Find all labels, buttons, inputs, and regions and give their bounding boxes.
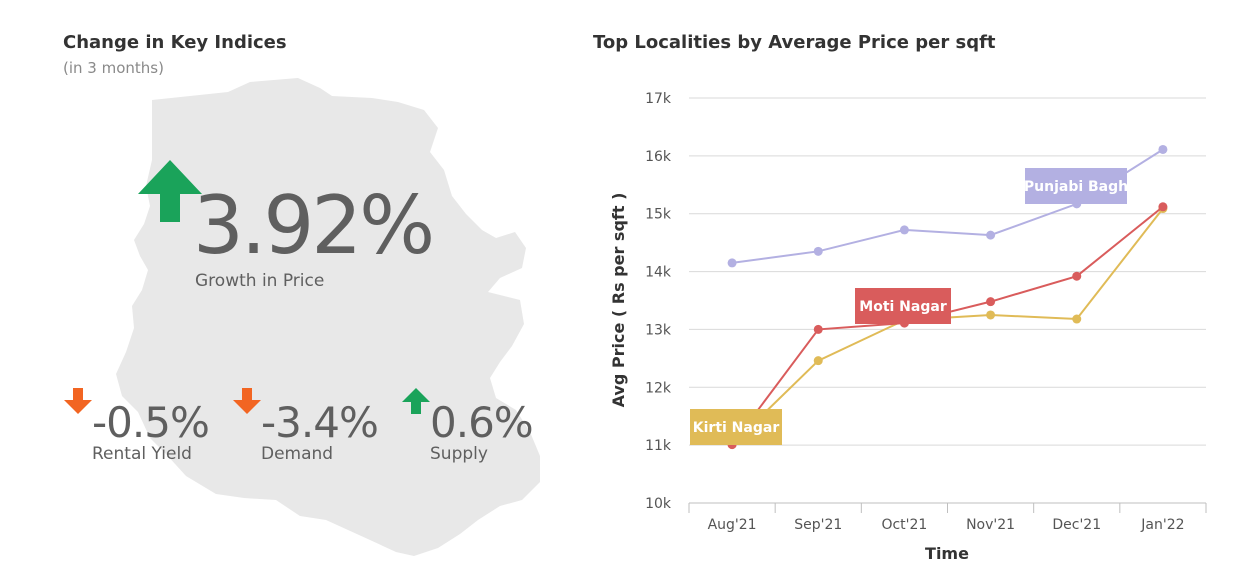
data-point bbox=[1072, 314, 1082, 324]
rental-yield-value: -0.5% bbox=[92, 398, 210, 447]
growth-up-arrow-icon bbox=[138, 160, 202, 222]
y-axis-ticks: 10k 11k 12k 13k 14k 15k 16k 17k bbox=[645, 91, 672, 512]
data-point bbox=[1158, 144, 1168, 154]
series-label-box bbox=[1025, 168, 1127, 204]
x-axis: Aug'21 Sep'21 Oct'21 Nov'21 Dec'21 Jan'22 bbox=[688, 502, 1207, 533]
demand-value: -3.4% bbox=[261, 398, 379, 447]
rental-yield-down-arrow-icon bbox=[64, 388, 92, 414]
series-line bbox=[731, 205, 1164, 446]
x-tick-label: Sep'21 bbox=[794, 517, 842, 533]
x-tick-label: Dec'21 bbox=[1052, 517, 1101, 533]
y-tick-label: 15k bbox=[645, 207, 672, 223]
supply-value: 0.6% bbox=[430, 398, 534, 447]
y-tick-label: 16k bbox=[645, 149, 672, 165]
series-label-text: Punjabi Bagh bbox=[1024, 179, 1128, 195]
y-tick-label: 10k bbox=[645, 496, 672, 512]
supply-up-arrow-icon bbox=[402, 388, 430, 414]
series-label-text: Kirti Nagar bbox=[693, 420, 780, 436]
indices-subtitle: (in 3 months) bbox=[63, 59, 164, 77]
x-tick-label: Jan'22 bbox=[1140, 517, 1184, 533]
demand-label: Demand bbox=[261, 444, 334, 464]
series-label-box bbox=[690, 409, 782, 445]
region-map-shape bbox=[116, 78, 540, 556]
series-line bbox=[731, 207, 1164, 446]
data-point bbox=[813, 324, 823, 334]
y-tick-label: 11k bbox=[645, 438, 672, 454]
series-line bbox=[731, 148, 1164, 264]
chart-title: Top Localities by Average Price per sqft bbox=[593, 32, 996, 53]
y-axis-title: Avg Price ( Rs per sqft ) bbox=[609, 193, 628, 408]
data-point bbox=[986, 310, 996, 320]
growth-price-label: Growth in Price bbox=[195, 271, 325, 291]
supply-label: Supply bbox=[430, 444, 488, 464]
series-label-text: Moti Nagar bbox=[859, 299, 947, 315]
y-tick-label: 17k bbox=[645, 91, 672, 107]
data-point bbox=[1072, 271, 1082, 281]
data-point bbox=[986, 297, 996, 307]
indices-title: Change in Key Indices bbox=[63, 32, 287, 53]
growth-price-value: 3.92% bbox=[193, 179, 435, 272]
data-point bbox=[1158, 202, 1168, 212]
x-axis-title: Time bbox=[925, 544, 969, 563]
rental-yield-label: Rental Yield bbox=[92, 444, 192, 464]
data-point bbox=[727, 258, 737, 268]
series-labels: Punjabi Bagh Moti Nagar Kirti Nagar bbox=[690, 168, 1128, 445]
y-tick-label: 13k bbox=[645, 322, 672, 338]
y-tick-label: 14k bbox=[645, 265, 672, 281]
demand-down-arrow-icon bbox=[233, 388, 261, 414]
x-tick-label: Oct'21 bbox=[881, 517, 927, 533]
x-tick-label: Aug'21 bbox=[708, 517, 757, 533]
data-point bbox=[986, 230, 996, 240]
data-point bbox=[899, 225, 909, 235]
x-tick-label: Nov'21 bbox=[966, 517, 1015, 533]
data-point bbox=[813, 356, 823, 366]
series-label-box bbox=[855, 288, 951, 324]
data-point bbox=[813, 246, 823, 256]
y-tick-label: 12k bbox=[645, 380, 672, 396]
